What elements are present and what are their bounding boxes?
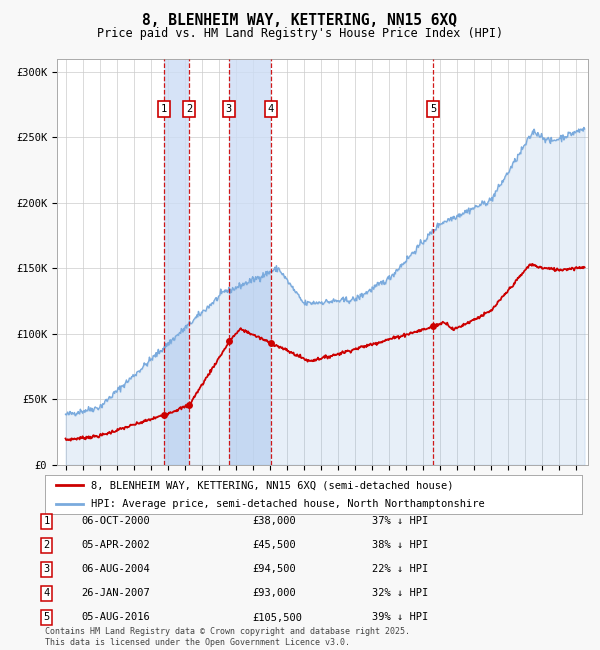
Text: Contains HM Land Registry data © Crown copyright and database right 2025.
This d: Contains HM Land Registry data © Crown c… [45, 627, 410, 647]
Text: 22% ↓ HPI: 22% ↓ HPI [372, 564, 428, 575]
Text: 05-AUG-2016: 05-AUG-2016 [81, 612, 150, 623]
Text: 39% ↓ HPI: 39% ↓ HPI [372, 612, 428, 623]
Text: HPI: Average price, semi-detached house, North Northamptonshire: HPI: Average price, semi-detached house,… [91, 499, 484, 509]
Text: 5: 5 [430, 104, 436, 114]
Text: £45,500: £45,500 [252, 540, 296, 551]
Text: £94,500: £94,500 [252, 564, 296, 575]
Text: £93,000: £93,000 [252, 588, 296, 599]
Text: 37% ↓ HPI: 37% ↓ HPI [372, 516, 428, 526]
Text: 8, BLENHEIM WAY, KETTERING, NN15 6XQ: 8, BLENHEIM WAY, KETTERING, NN15 6XQ [143, 13, 458, 28]
Text: 06-OCT-2000: 06-OCT-2000 [81, 516, 150, 526]
Text: 8, BLENHEIM WAY, KETTERING, NN15 6XQ (semi-detached house): 8, BLENHEIM WAY, KETTERING, NN15 6XQ (se… [91, 480, 453, 490]
Text: 4: 4 [44, 588, 50, 599]
Text: 32% ↓ HPI: 32% ↓ HPI [372, 588, 428, 599]
Text: 5: 5 [44, 612, 50, 623]
Bar [164, 58, 189, 465]
Text: 06-AUG-2004: 06-AUG-2004 [81, 564, 150, 575]
Text: Price paid vs. HM Land Registry's House Price Index (HPI): Price paid vs. HM Land Registry's House … [97, 27, 503, 40]
Text: £105,500: £105,500 [252, 612, 302, 623]
Text: 2: 2 [44, 540, 50, 551]
Bar [229, 58, 271, 465]
Text: 3: 3 [44, 564, 50, 575]
Text: 1: 1 [161, 104, 167, 114]
Text: 38% ↓ HPI: 38% ↓ HPI [372, 540, 428, 551]
Text: 3: 3 [226, 104, 232, 114]
Text: 05-APR-2002: 05-APR-2002 [81, 540, 150, 551]
Text: 2: 2 [186, 104, 192, 114]
Text: 1: 1 [44, 516, 50, 526]
Text: 4: 4 [268, 104, 274, 114]
Text: £38,000: £38,000 [252, 516, 296, 526]
Text: 26-JAN-2007: 26-JAN-2007 [81, 588, 150, 599]
